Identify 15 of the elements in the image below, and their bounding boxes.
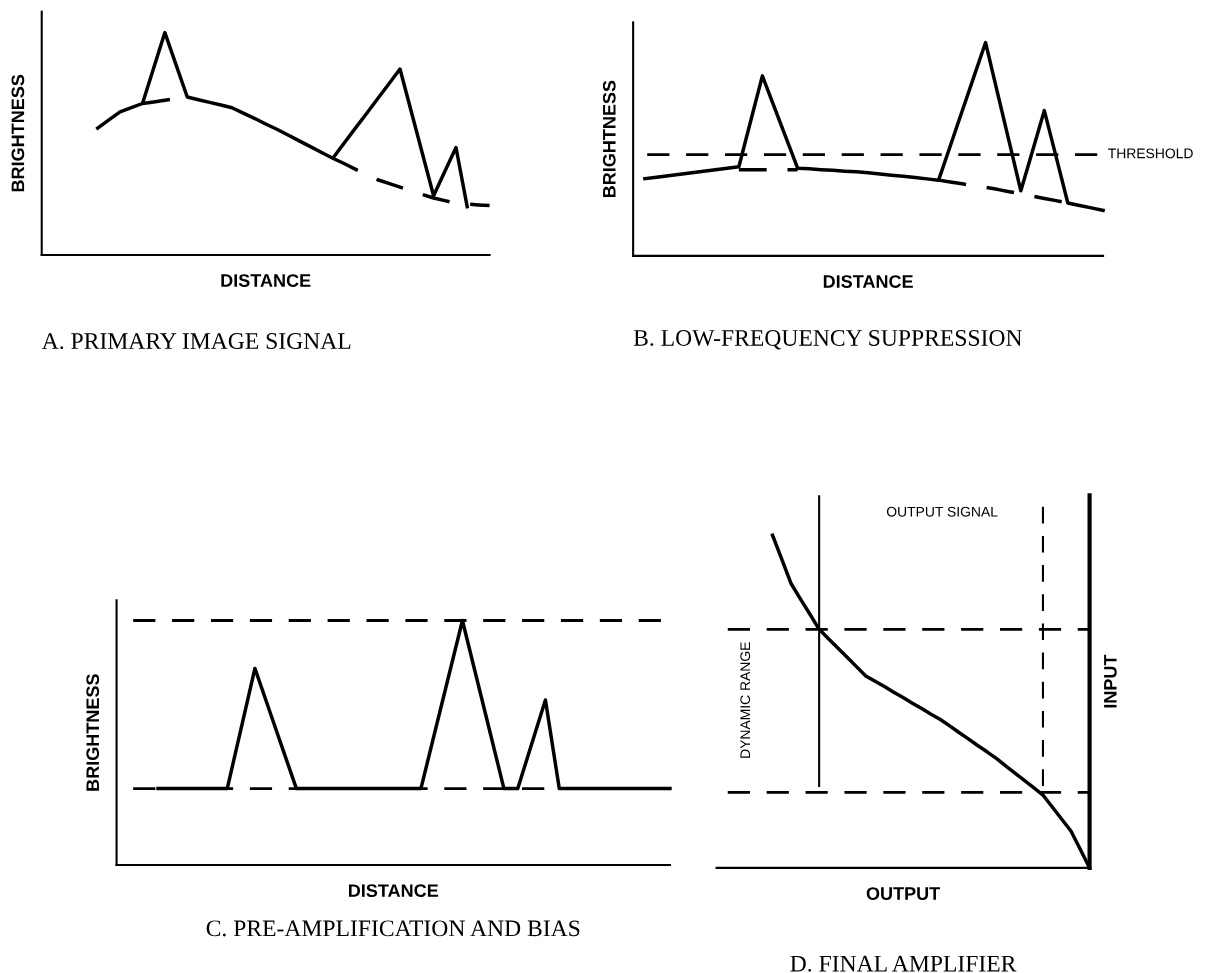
text: D. FINAL AMPLIFIER <box>790 955 1017 972</box>
y-axis-title: BRIGHTNESS <box>86 674 100 791</box>
text: OUTPUT SIGNAL <box>886 506 998 517</box>
y-axis-title: INPUT <box>1104 654 1117 708</box>
x-axis-title: OUTPUT <box>866 887 940 900</box>
text: A. PRIMARY IMAGE SIGNAL <box>41 333 351 350</box>
x-axis-title: DISTANCE <box>823 275 913 288</box>
text: C. PRE-AMPLIFICATION AND BIAS <box>206 920 580 937</box>
text: B. LOW-FREQUENCY SUPPRESSION <box>633 330 1023 350</box>
x-axis-title: DISTANCE <box>221 274 311 287</box>
annotation: DYNAMIC RANGE <box>740 642 751 758</box>
y-axis-title: BRIGHTNESS <box>11 74 25 192</box>
ref-line-label: THRESHOLD <box>1108 148 1193 159</box>
x-axis-title: DISTANCE <box>348 884 439 898</box>
y-axis-title: BRIGHTNESS <box>602 80 616 198</box>
